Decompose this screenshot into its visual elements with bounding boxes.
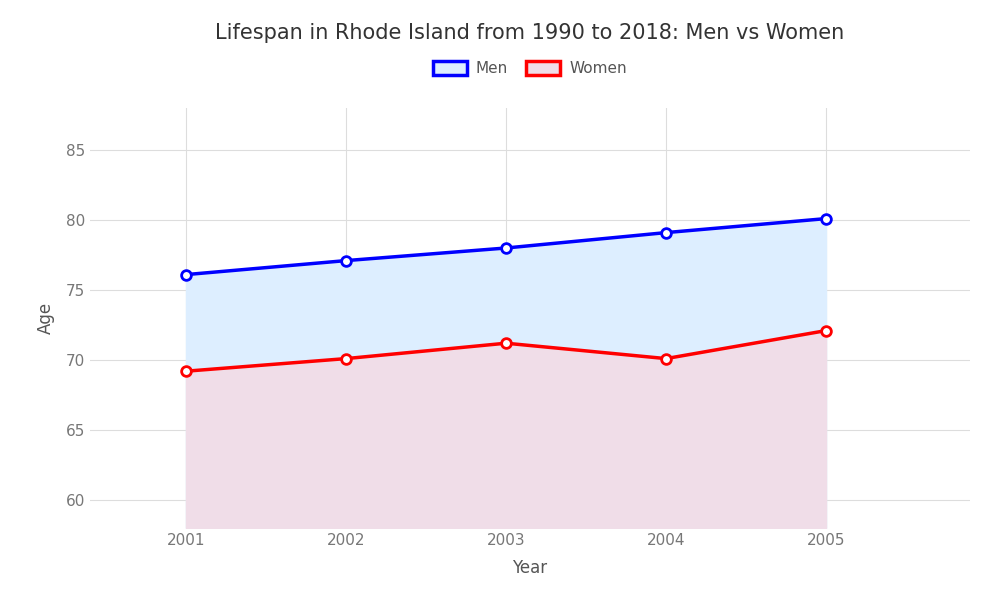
X-axis label: Year: Year bbox=[512, 559, 548, 577]
Y-axis label: Age: Age bbox=[37, 302, 55, 334]
Title: Lifespan in Rhode Island from 1990 to 2018: Men vs Women: Lifespan in Rhode Island from 1990 to 20… bbox=[215, 23, 845, 43]
Legend: Men, Women: Men, Women bbox=[433, 61, 627, 76]
